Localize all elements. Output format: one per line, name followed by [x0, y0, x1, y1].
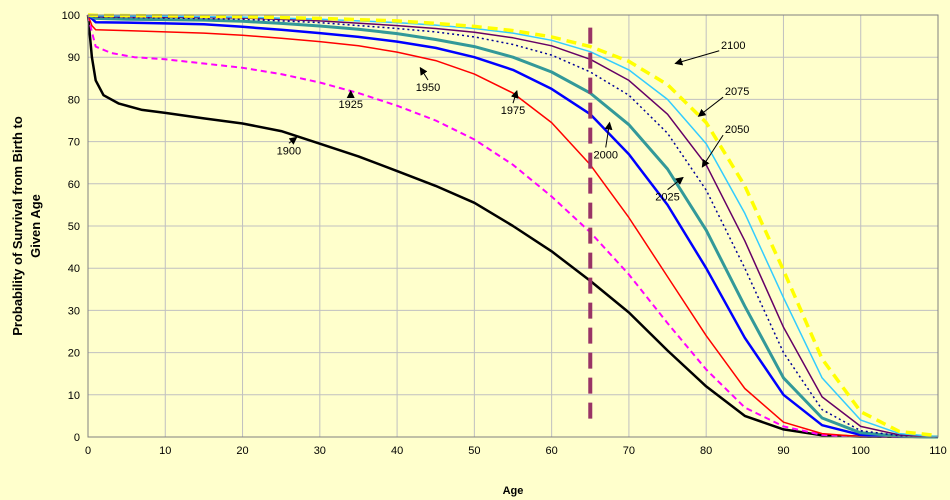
annotation-arrow-2075 — [697, 96, 724, 117]
annotation-label-2000: 2000 — [593, 149, 617, 161]
series-line-2000 — [87, 13, 939, 439]
series-lines — [86, 13, 939, 439]
y-tick-label: 0 — [74, 432, 80, 444]
x-tick-label: 30 — [314, 445, 326, 457]
x-tick-label: 90 — [777, 445, 789, 457]
annotation-arrow-2025 — [667, 176, 684, 191]
y-tick-label: 40 — [68, 263, 80, 275]
y-tick-label: 20 — [68, 348, 80, 360]
annotation-arrow-1975 — [510, 90, 519, 104]
y-tick-label: 10 — [68, 390, 80, 402]
y-axis-title-line-2: Given Age — [28, 194, 43, 258]
annotation-label-2100: 2100 — [721, 40, 745, 52]
x-tick-label: 60 — [546, 445, 558, 457]
annotation-arrow-2100 — [674, 50, 720, 66]
annotation-label-1900: 1900 — [277, 145, 301, 157]
y-tick-label: 90 — [68, 52, 80, 64]
y-axis-ticks: 0 10 20 30 40 50 60 70 80 90 100 — [62, 10, 80, 444]
annotation-label-2025: 2025 — [655, 192, 679, 204]
series-line-2100 — [87, 13, 939, 438]
annotation-arrow-2050 — [701, 134, 724, 168]
y-tick-label: 50 — [68, 221, 80, 233]
plot-border — [87, 14, 939, 438]
x-tick-label: 40 — [391, 445, 403, 457]
series-line-1950 — [87, 14, 939, 438]
y-tick-label: 100 — [62, 10, 80, 22]
x-tick-label: 80 — [700, 445, 712, 457]
series-line-1925 — [87, 14, 939, 438]
y-tick-label: 80 — [68, 94, 80, 106]
x-axis-ticks: 0 10 20 30 40 50 60 70 80 90 100 110 — [85, 445, 947, 457]
series-annotations: 1900 1925 1950 1975 2000 2025 2050 2075 2100 — [277, 40, 750, 204]
y-tick-label: 70 — [68, 137, 80, 149]
x-tick-label: 50 — [468, 445, 480, 457]
annotation-arrow-2000 — [604, 121, 613, 148]
annotation-label-2075: 2075 — [725, 86, 749, 98]
annotation-label-2050: 2050 — [725, 124, 749, 136]
x-tick-label: 10 — [159, 445, 171, 457]
x-tick-label: 0 — [85, 445, 91, 457]
x-tick-label: 110 — [929, 445, 947, 457]
x-axis-title: Age — [503, 485, 524, 497]
y-tick-label: 60 — [68, 179, 80, 191]
annotation-arrow-1900 — [288, 136, 298, 145]
annotation-label-1925: 1925 — [338, 99, 362, 111]
x-tick-label: 100 — [852, 445, 870, 457]
y-tick-label: 30 — [68, 305, 80, 317]
y-axis-title-line-1: Probability of Survival from Birth to — [10, 116, 25, 336]
series-line-1975 — [87, 14, 939, 439]
annotation-arrow-1950 — [419, 66, 429, 81]
annotation-label-1975: 1975 — [501, 105, 525, 117]
x-tick-label: 70 — [623, 445, 635, 457]
x-tick-label: 20 — [236, 445, 248, 457]
series-line-1900 — [86, 14, 939, 439]
annotation-label-1950: 1950 — [416, 82, 440, 94]
series-line-2025 — [87, 14, 939, 438]
